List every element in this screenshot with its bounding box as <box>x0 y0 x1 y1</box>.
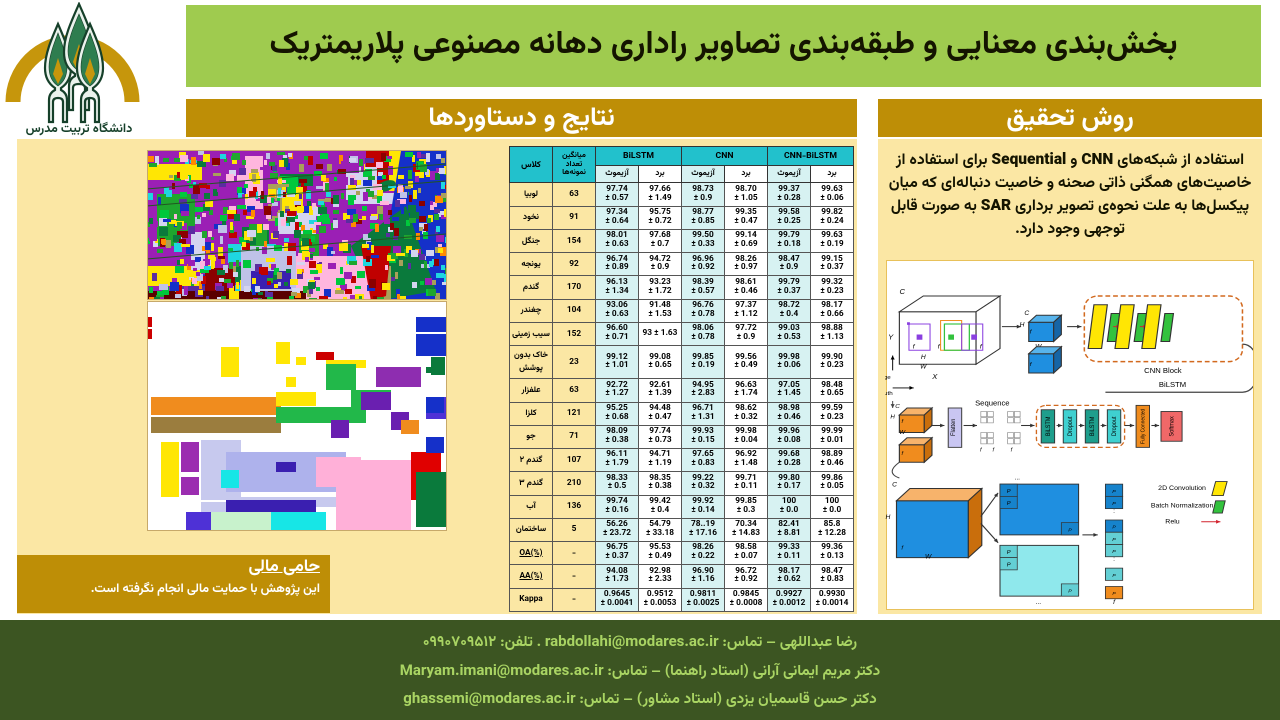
svg-text:Fully Connected: Fully Connected <box>1141 409 1147 444</box>
svg-text:2D Convolution: 2D Convolution <box>1158 485 1206 492</box>
svg-text:P: P <box>1007 550 1011 556</box>
svg-text:BiLSTM: BiLSTM <box>1159 380 1186 389</box>
svg-text:Sequence: Sequence <box>975 399 1009 408</box>
svg-text:H: H <box>1020 322 1025 329</box>
svg-text:Range: Range <box>885 375 891 381</box>
svg-text:Softmax: Softmax <box>1169 416 1175 436</box>
svg-text:P: P <box>1007 563 1011 569</box>
svg-text:f: f <box>980 448 982 454</box>
svg-text:P: P <box>1007 489 1011 495</box>
svg-text:Batch Normalization: Batch Normalization <box>1151 503 1214 510</box>
svg-text:f: f <box>992 448 994 454</box>
svg-text:دانشگاه تربیت مدرس: دانشگاه تربیت مدرس <box>26 119 133 139</box>
svg-text:...: ... <box>1014 475 1020 482</box>
svg-text:W: W <box>920 364 927 371</box>
svg-text:f: f <box>1011 448 1013 454</box>
svg-text:BiLSTM: BiLSTM <box>1046 416 1052 436</box>
svg-text:Flatten: Flatten <box>951 419 957 436</box>
svg-text:C: C <box>1024 310 1029 317</box>
svg-text:...: ... <box>1036 599 1042 606</box>
svg-text:f: f <box>1113 599 1116 606</box>
svg-text:Dropout: Dropout <box>1068 416 1074 436</box>
svg-text::: : <box>1113 508 1115 515</box>
svg-text::: : <box>1113 556 1115 563</box>
svg-text:C: C <box>899 288 905 297</box>
svg-text:Relu: Relu <box>1165 519 1180 526</box>
svg-text:H: H <box>885 514 890 521</box>
svg-text:H: H <box>921 354 926 361</box>
svg-text:X: X <box>931 372 938 381</box>
svg-text:Y: Y <box>888 333 894 342</box>
svg-text:Azimuth: Azimuth <box>885 391 893 397</box>
svg-text:C: C <box>892 482 897 489</box>
svg-text:CNN Block: CNN Block <box>1144 366 1182 375</box>
svg-text:H: H <box>890 415 895 421</box>
svg-text:BiLSTM: BiLSTM <box>1090 416 1096 436</box>
svg-text:P: P <box>1007 501 1011 507</box>
svg-text:Dropout: Dropout <box>1112 416 1118 436</box>
svg-text:C: C <box>895 404 900 410</box>
svg-text:W: W <box>925 554 932 561</box>
